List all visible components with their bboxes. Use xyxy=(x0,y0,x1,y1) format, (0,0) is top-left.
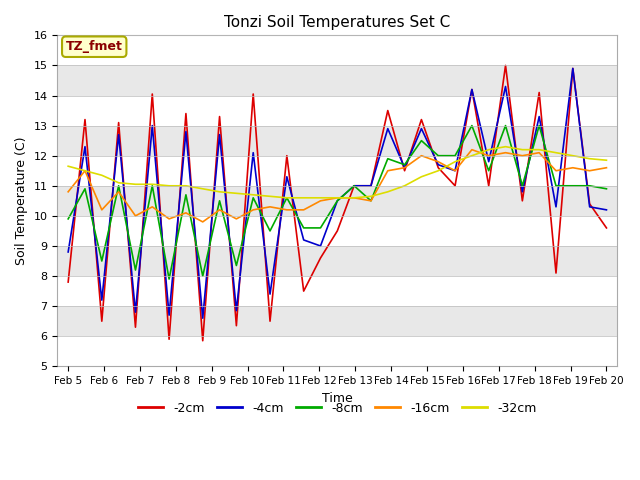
Bar xyxy=(58,36,617,65)
Bar xyxy=(58,186,617,216)
Legend: -2cm, -4cm, -8cm, -16cm, -32cm: -2cm, -4cm, -8cm, -16cm, -32cm xyxy=(133,396,541,420)
Bar xyxy=(58,65,617,96)
Bar xyxy=(58,216,617,246)
Y-axis label: Soil Temperature (C): Soil Temperature (C) xyxy=(15,137,28,265)
Bar xyxy=(58,336,617,366)
Bar xyxy=(58,276,617,306)
Bar xyxy=(58,96,617,126)
Bar xyxy=(58,126,617,156)
X-axis label: Time: Time xyxy=(322,392,353,405)
Title: Tonzi Soil Temperatures Set C: Tonzi Soil Temperatures Set C xyxy=(224,15,451,30)
Text: TZ_fmet: TZ_fmet xyxy=(66,40,123,53)
Bar xyxy=(58,246,617,276)
Bar xyxy=(58,306,617,336)
Bar xyxy=(58,156,617,186)
